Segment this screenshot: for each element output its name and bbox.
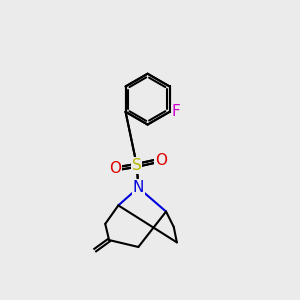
Text: O: O [155,153,167,168]
Text: O: O [109,161,121,176]
Text: N: N [133,180,144,195]
Text: F: F [171,104,180,119]
Text: S: S [132,158,142,173]
